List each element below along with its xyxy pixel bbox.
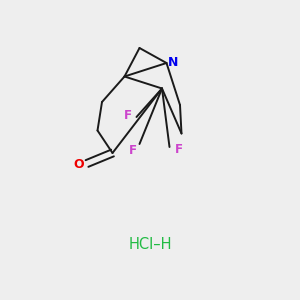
Text: N: N bbox=[168, 56, 178, 69]
Text: F: F bbox=[175, 143, 183, 156]
Text: O: O bbox=[73, 158, 84, 171]
Text: HCl–H: HCl–H bbox=[128, 237, 172, 252]
Text: F: F bbox=[129, 144, 137, 157]
Text: F: F bbox=[124, 109, 131, 122]
